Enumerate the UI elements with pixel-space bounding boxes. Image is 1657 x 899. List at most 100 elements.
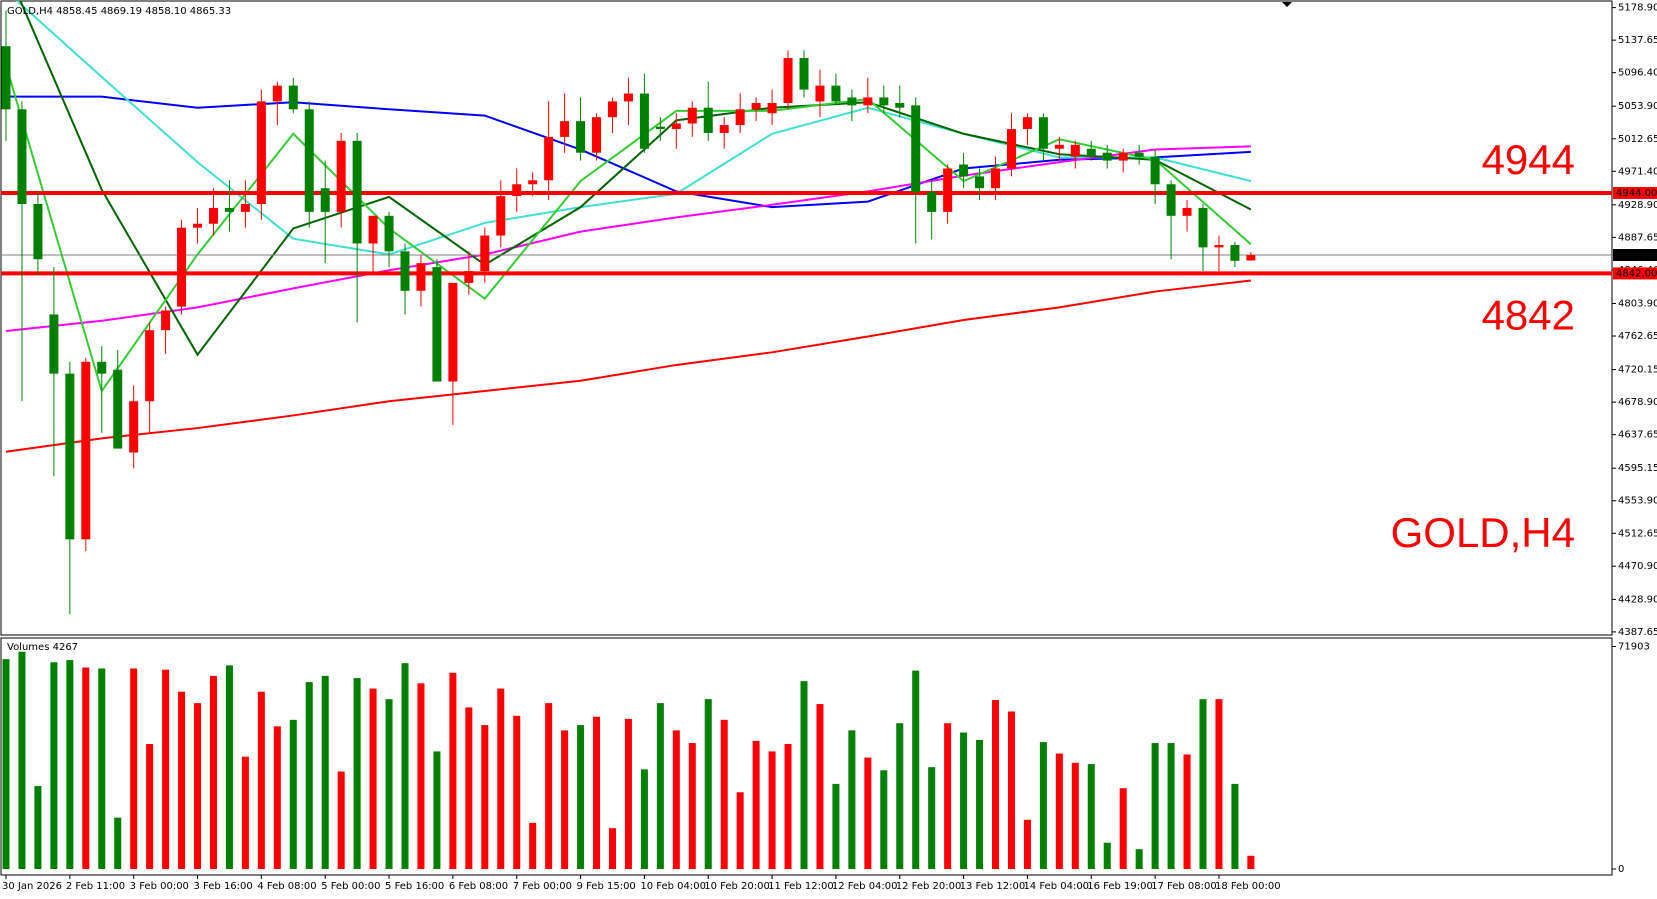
volume-bar xyxy=(545,703,553,869)
volume-panel xyxy=(0,637,1613,876)
volume-bar xyxy=(1023,819,1031,869)
volume-title: Volumes xyxy=(7,642,49,653)
volume-bar xyxy=(704,699,712,869)
volume-bar xyxy=(880,770,888,869)
candle-body xyxy=(416,263,426,291)
volume-bar xyxy=(369,688,377,869)
x-tick-label: 17 Feb 08:00 xyxy=(1151,881,1217,892)
candle-body xyxy=(863,97,873,106)
volume-bar xyxy=(1199,699,1207,869)
volume-bar xyxy=(146,743,154,869)
volume-bar xyxy=(960,732,968,869)
y-tick-label: 5178.90 xyxy=(1618,3,1657,14)
x-tick-label: 10 Feb 20:00 xyxy=(704,881,770,892)
candle-body xyxy=(576,121,586,153)
y-tick-label: 4470.90 xyxy=(1618,561,1657,572)
volume-bar xyxy=(194,703,202,869)
close-value: 4865.33 xyxy=(190,6,231,17)
y-tick-label: 4971.40 xyxy=(1618,166,1657,177)
moving-average xyxy=(5,145,1251,333)
volume-bar xyxy=(928,767,936,869)
volume-bar xyxy=(305,682,313,869)
volume-bar xyxy=(497,688,505,869)
candle-body xyxy=(544,136,554,181)
price-tag xyxy=(1613,249,1657,262)
volume-bar xyxy=(513,715,521,869)
candle-body xyxy=(336,140,346,212)
volume-bar xyxy=(1151,743,1159,869)
candle-body xyxy=(655,126,665,130)
x-tick-label: 9 Feb 15:00 xyxy=(577,881,636,892)
y-tick-label: 4387.65 xyxy=(1618,627,1657,638)
candle-body xyxy=(783,58,793,103)
candle-body xyxy=(464,271,474,283)
volume-bar xyxy=(992,700,1000,869)
x-tick-label: 5 Feb 00:00 xyxy=(321,881,380,892)
volume-bar xyxy=(50,662,58,869)
y-tick-label: 5096.40 xyxy=(1618,68,1657,79)
candle-body xyxy=(240,203,250,212)
volume-bar xyxy=(130,668,138,869)
volume-bar xyxy=(465,707,473,869)
candle-body xyxy=(815,85,825,102)
candle-body xyxy=(256,101,266,204)
candle-body xyxy=(352,140,362,244)
candle-body xyxy=(1198,207,1208,248)
candle-body xyxy=(320,188,330,212)
volume-header: Volumes 4267 xyxy=(7,642,78,653)
y-tick-label: 4928.90 xyxy=(1618,200,1657,211)
x-tick-label: 16 Feb 19:00 xyxy=(1087,881,1153,892)
candle-body xyxy=(432,267,442,382)
y-tick-label: 5053.90 xyxy=(1618,101,1657,112)
volume-bar xyxy=(593,716,601,869)
candle-body xyxy=(592,117,602,153)
y-tick-label: 4512.65 xyxy=(1618,528,1657,539)
y-tick-label: 4637.65 xyxy=(1618,430,1657,441)
volume-bar xyxy=(529,822,537,869)
candle-body xyxy=(177,227,187,307)
volume-bar xyxy=(561,730,569,869)
candle-body xyxy=(1054,144,1064,149)
candle-body xyxy=(400,251,410,291)
volume-last: 4267 xyxy=(53,642,78,653)
candle-body xyxy=(1230,245,1240,261)
volume-bar xyxy=(449,672,457,869)
volume-bar xyxy=(401,663,409,869)
shift-marker xyxy=(1282,2,1292,7)
volume-bar xyxy=(289,719,297,869)
y-tick-label: 4803.90 xyxy=(1618,298,1657,309)
x-tick-label: 13 Feb 12:00 xyxy=(960,881,1026,892)
candle-body xyxy=(368,215,378,244)
candle-body xyxy=(113,369,123,449)
low-value: 4858.10 xyxy=(145,6,186,17)
candle-body xyxy=(512,184,522,197)
candle-body xyxy=(1,46,11,110)
volume-bar xyxy=(720,719,728,869)
volume-bar xyxy=(2,659,10,869)
candle-body xyxy=(799,58,809,90)
candle-body xyxy=(304,109,314,212)
y-tick-label: 5012.65 xyxy=(1618,134,1657,145)
moving-average xyxy=(15,1,1252,256)
volume-bar xyxy=(1055,753,1063,869)
moving-average xyxy=(6,95,1251,209)
volume-bar xyxy=(433,751,441,869)
volume-bar xyxy=(816,704,824,869)
level-tag xyxy=(1613,186,1657,199)
volume-bar xyxy=(944,723,952,869)
volume-bar xyxy=(385,699,393,869)
candle-body xyxy=(879,97,889,106)
volume-bar xyxy=(624,718,632,869)
volume-bar xyxy=(82,667,90,869)
candle-body xyxy=(639,93,649,149)
volume-bar xyxy=(66,660,74,869)
candle-body xyxy=(1246,255,1256,261)
candle-body xyxy=(1166,184,1176,216)
candle-body xyxy=(560,121,570,137)
candle-body xyxy=(687,107,697,124)
volume-bar xyxy=(1071,762,1079,869)
volume-bar xyxy=(321,675,329,869)
candle-body xyxy=(496,196,506,236)
candle-body xyxy=(272,85,282,102)
